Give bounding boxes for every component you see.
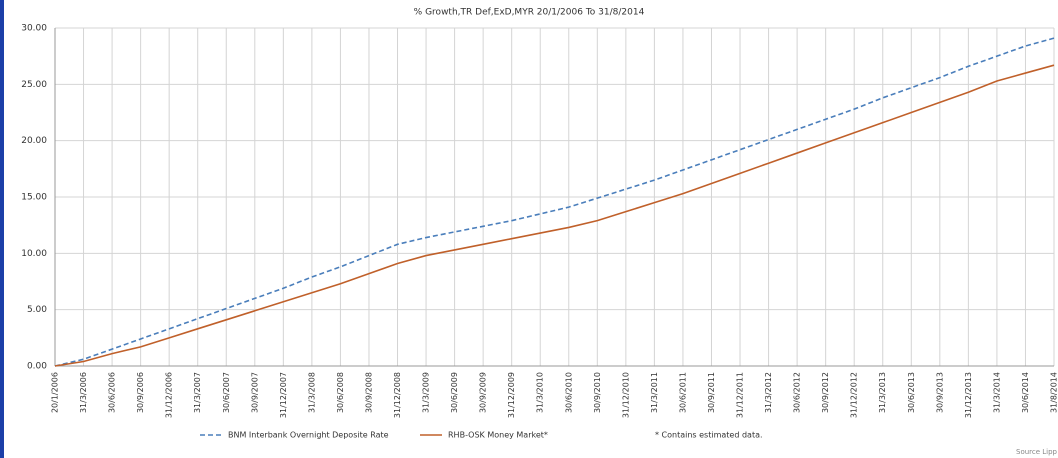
chart-title: % Growth,TR Def,ExD,MYR 20/1/2006 To 31/…	[414, 8, 645, 18]
x-tick-label: 30/6/2010	[564, 372, 573, 413]
x-tick-label: 31/8/2014	[1050, 372, 1058, 413]
x-tick-label: 30/9/2007	[250, 372, 259, 413]
x-tick-label: 31/3/2010	[536, 372, 545, 413]
y-tick-label: 10.00	[21, 249, 47, 259]
x-tick-label: 20/1/2006	[51, 372, 60, 413]
x-tick-label: 30/6/2009	[450, 372, 459, 413]
x-tick-label: 30/9/2010	[593, 372, 602, 413]
x-tick-label: 31/12/2013	[964, 372, 973, 418]
x-tick-label: 30/6/2011	[678, 372, 687, 413]
note: * Contains estimated data.	[655, 431, 763, 440]
x-tick-label: 30/9/2013	[935, 372, 944, 413]
x-tick-label: 30/6/2012	[793, 372, 802, 413]
x-tick-label: 30/6/2014	[1021, 372, 1030, 413]
y-tick-label: 5.00	[27, 305, 47, 315]
x-tick-label: 31/3/2014	[992, 372, 1001, 413]
x-tick-label: 30/6/2013	[907, 372, 916, 413]
y-tick-label: 15.00	[21, 193, 47, 203]
x-tick-label: 31/3/2008	[307, 372, 316, 413]
series-line	[54, 64, 1055, 367]
legend-label: RHB-OSK Money Market*	[448, 431, 548, 440]
x-tick-label: 31/12/2007	[279, 372, 288, 418]
x-tick-label: 30/9/2009	[479, 372, 488, 413]
x-tick-label: 31/12/2008	[393, 372, 402, 418]
x-tick-label: 31/12/2010	[621, 372, 630, 418]
x-tick-label: 31/12/2012	[850, 372, 859, 418]
series-line	[54, 37, 1055, 367]
x-tick-label: 31/3/2009	[422, 372, 431, 413]
y-tick-label: 0.00	[27, 362, 47, 372]
x-tick-label: 31/3/2013	[878, 372, 887, 413]
y-tick-label: 25.00	[21, 80, 47, 90]
x-tick-label: 30/9/2011	[707, 372, 716, 413]
x-tick-label: 30/9/2012	[821, 372, 830, 413]
x-tick-label: 31/12/2006	[165, 372, 174, 418]
source: Source Lipp	[1016, 448, 1058, 456]
frame-edge	[0, 0, 4, 458]
x-tick-label: 30/6/2007	[222, 372, 231, 413]
y-tick-label: 30.00	[21, 24, 47, 34]
x-tick-label: 31/3/2007	[193, 372, 202, 413]
x-tick-label: 31/3/2006	[79, 372, 88, 413]
x-tick-label: 30/6/2008	[336, 372, 345, 413]
y-tick-label: 20.00	[21, 136, 47, 146]
x-tick-label: 30/9/2006	[136, 372, 145, 413]
x-tick-label: 31/3/2011	[650, 372, 659, 413]
x-tick-label: 31/12/2009	[507, 372, 516, 418]
x-tick-label: 31/3/2012	[764, 372, 773, 413]
x-tick-label: 30/9/2008	[364, 372, 373, 413]
legend-label: BNM Interbank Overnight Deposite Rate	[228, 431, 389, 440]
x-tick-label: 30/6/2006	[108, 372, 117, 413]
x-tick-label: 31/12/2011	[736, 372, 745, 418]
